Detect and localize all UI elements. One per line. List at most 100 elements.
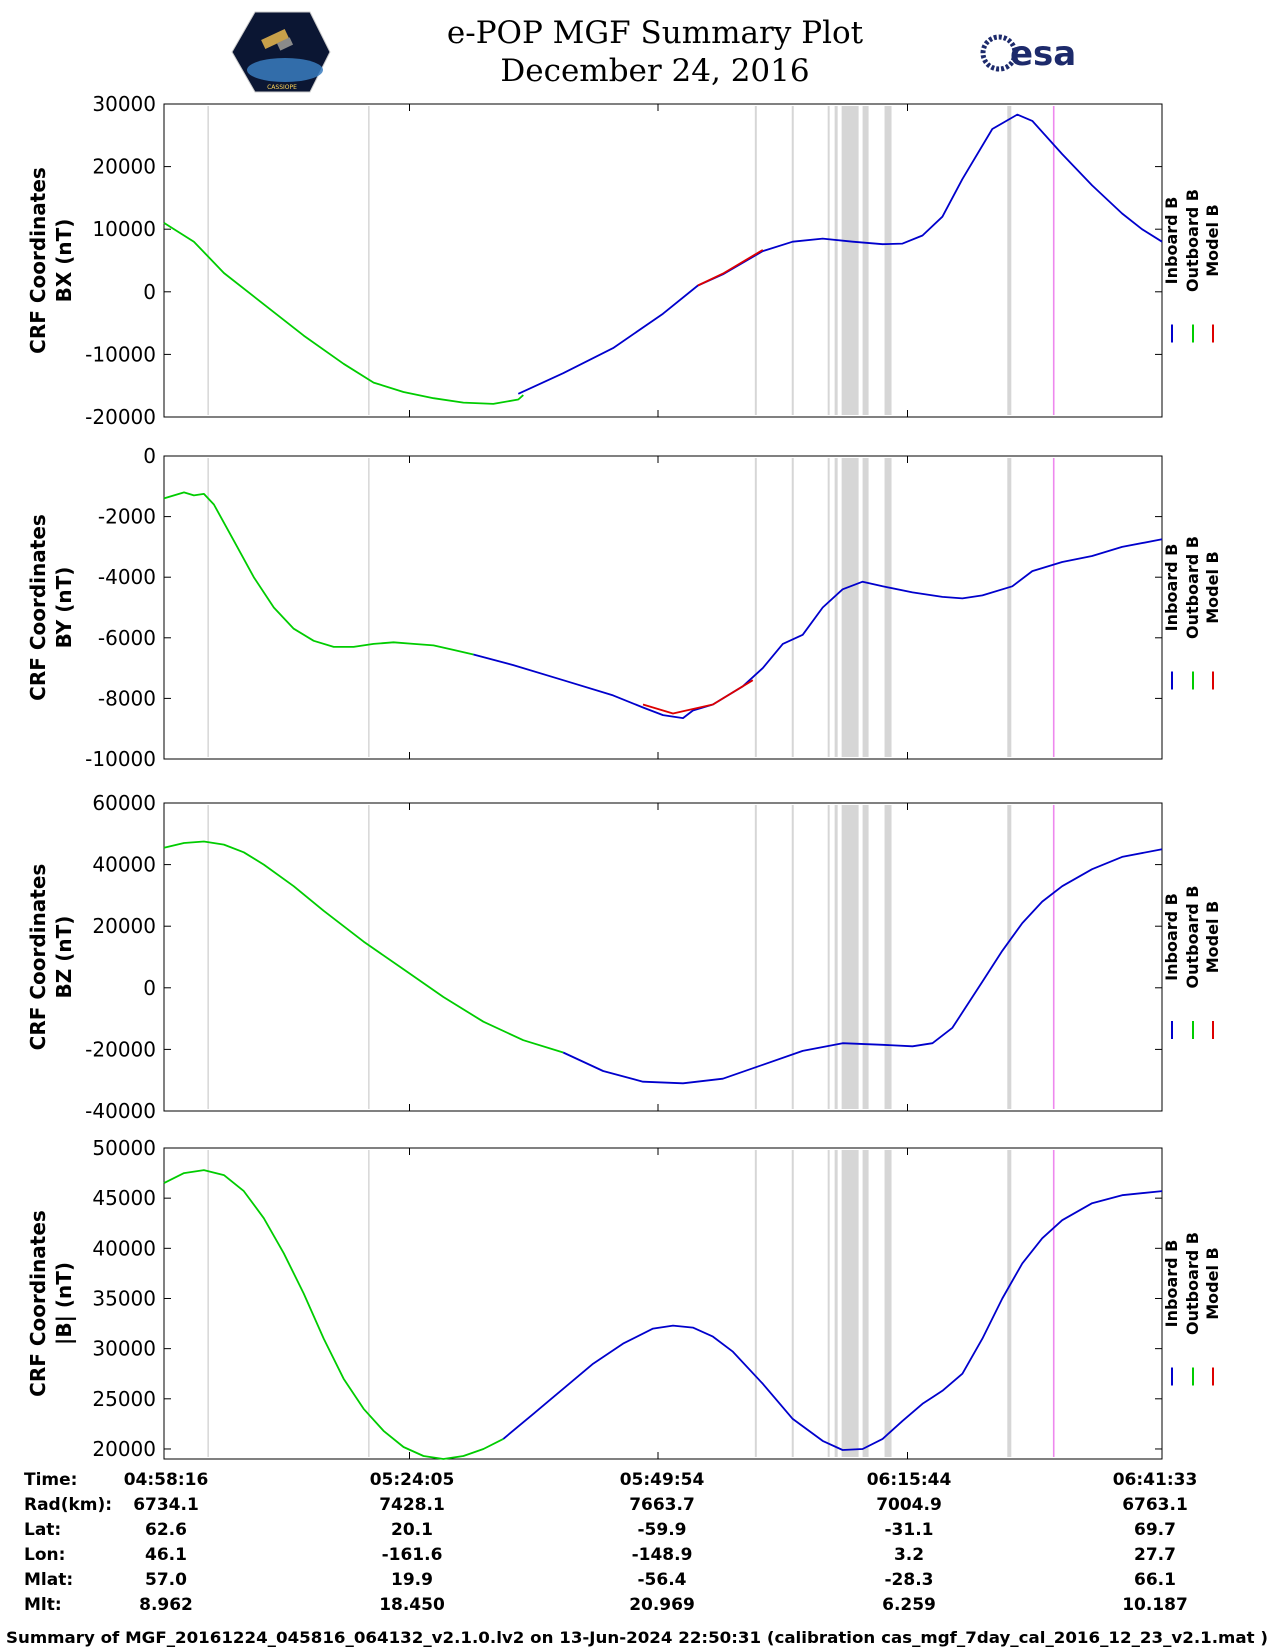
gap-band-7: [862, 106, 869, 415]
gap-band-0: [207, 1150, 209, 1457]
y-tick-label: 40000: [92, 853, 156, 877]
gap-band-5: [834, 458, 838, 757]
y-axis-label-line1: CRF Coordinates: [26, 864, 50, 1051]
gap-band-5: [834, 106, 838, 415]
y-tick-label: -6000: [98, 626, 156, 650]
col1-lat: 20.1: [391, 1520, 433, 1540]
row-label-rad: Rad(km):: [24, 1495, 112, 1515]
row-label-time: Time:: [24, 1470, 77, 1490]
y-axis-label-line2: BX (nT): [52, 219, 76, 303]
info-table: Time: Rad(km): Lat: Lon: Mlat: Mlt: 04:5…: [24, 1470, 1197, 1615]
col3-rad: 7004.9: [876, 1495, 942, 1515]
series-line-outboard: [163, 222, 524, 405]
y-axis-label-line2: BY (nT): [52, 567, 76, 649]
gap-band-8: [884, 458, 892, 757]
col0-lon: 46.1: [145, 1545, 187, 1565]
y-axis-label-line1: CRF Coordinates: [26, 167, 50, 354]
legend-label-model: Model B: [1203, 551, 1222, 623]
col3-lat: -31.1: [885, 1520, 934, 1540]
col1-rad: 7428.1: [379, 1495, 445, 1515]
y-tick-label: 20000: [92, 914, 156, 938]
gap-band-5: [834, 1150, 838, 1457]
col1-mlat: 19.9: [391, 1570, 433, 1590]
gap-band-8: [884, 805, 892, 1109]
legend-label-inboard: Inboard B: [1162, 544, 1181, 632]
col4-rad: 6763.1: [1122, 1495, 1188, 1515]
esa-logo: esa: [980, 34, 1076, 74]
y-axis-label-line1: CRF Coordinates: [26, 514, 50, 701]
plot-frame: [163, 103, 1163, 418]
series-line-inboard: [562, 848, 1163, 1085]
gap-band-8: [884, 106, 892, 415]
y-tick-label: 0: [143, 976, 156, 1000]
y-tick-label: -10000: [85, 747, 156, 771]
legend-label-inboard: Inboard B: [1162, 893, 1181, 981]
plot-frame: [163, 802, 1163, 1112]
gap-band-0: [207, 805, 209, 1109]
gap-band-1: [368, 805, 370, 1109]
legend-label-model: Model B: [1203, 901, 1222, 973]
gap-band-6: [841, 805, 859, 1109]
y-tick-label: 20000: [92, 1437, 156, 1461]
y-tick-label: 10000: [92, 217, 156, 241]
y-tick-label: -4000: [98, 565, 156, 589]
row-label-mlt: Mlt:: [24, 1595, 62, 1615]
col3-mlt: 6.259: [882, 1595, 936, 1615]
gap-band-7: [862, 458, 869, 757]
row-label-lon: Lon:: [24, 1545, 65, 1565]
plot-frame: [163, 1147, 1163, 1460]
gap-band-4: [827, 1150, 830, 1457]
y-axis-label-line1: CRF Coordinates: [26, 1210, 50, 1397]
col2-mlt: 20.969: [629, 1595, 695, 1615]
gap-band-2: [754, 106, 757, 415]
panel-by: 0 -2000 -4000 -6000 -8000 -10000 CRF Coordinat…: [26, 444, 1222, 771]
gap-band-5: [834, 805, 838, 1109]
gap-band-3: [791, 106, 794, 415]
cassiope-logo-text: CASSIOPE: [267, 84, 297, 91]
col4-lat: 69.7: [1134, 1520, 1176, 1540]
col3-lon: 3.2: [894, 1545, 924, 1565]
col0-rad: 6734.1: [133, 1495, 199, 1515]
legend-label-outboard: Outboard B: [1183, 886, 1202, 989]
col2-lat: -59.9: [638, 1520, 687, 1540]
y-tick-label: 60000: [92, 791, 156, 815]
y-tick-label: 30000: [92, 92, 156, 116]
gap-band-1: [368, 106, 370, 415]
legend-label-outboard: Outboard B: [1183, 536, 1202, 639]
gap-band-6: [841, 1150, 859, 1457]
col0-lat: 62.6: [145, 1520, 187, 1540]
legend-label-inboard: Inboard B: [1162, 197, 1181, 285]
series-line-model: [642, 679, 754, 715]
y-tick-label: 35000: [92, 1286, 156, 1310]
gap-band-4: [827, 458, 830, 757]
series-line-inboard: [517, 113, 1163, 395]
gap-band-9: [1007, 805, 1012, 1109]
col3-time: 06:15:44: [867, 1470, 952, 1490]
col1-mlt: 18.450: [379, 1595, 445, 1615]
legend-label-model: Model B: [1203, 204, 1222, 276]
gap-band-3: [791, 458, 794, 757]
gap-band-6: [841, 458, 859, 757]
y-tick-label: -10000: [85, 342, 156, 366]
legend-label-inboard: Inboard B: [1162, 1240, 1181, 1328]
panel-bx: 30000 20000 10000 0 -10000 -20000 CRF Coordina…: [26, 92, 1222, 429]
y-tick-label: -2000: [98, 505, 156, 529]
y-axis-label-line2: |B| (nT): [52, 1262, 76, 1345]
col2-lon: -148.9: [632, 1545, 693, 1565]
legend-label-outboard: Outboard B: [1183, 1232, 1202, 1335]
col0-mlt: 8.962: [139, 1595, 193, 1615]
col4-lon: 27.7: [1134, 1545, 1176, 1565]
y-tick-label: 50000: [92, 1136, 156, 1160]
plot-title-line1: e-POP MGF Summary Plot: [447, 15, 864, 51]
panel-bmag: 50000 45000 40000 35000 30000 25000 20000 CRF C…: [26, 1136, 1222, 1461]
gap-band-4: [827, 106, 830, 415]
y-tick-label: 0: [143, 280, 156, 304]
gap-band-7: [862, 1150, 869, 1457]
panel-bz: 60000 40000 20000 0 -20000 -40000 CRF Coordina…: [26, 791, 1222, 1123]
col4-mlat: 66.1: [1134, 1570, 1176, 1590]
plot-frame: [163, 455, 1163, 760]
y-tick-label: -40000: [85, 1099, 156, 1123]
series-line-outboard: [163, 491, 474, 656]
plot-title-line2: December 24, 2016: [500, 53, 809, 89]
gap-band-1: [368, 1150, 370, 1457]
